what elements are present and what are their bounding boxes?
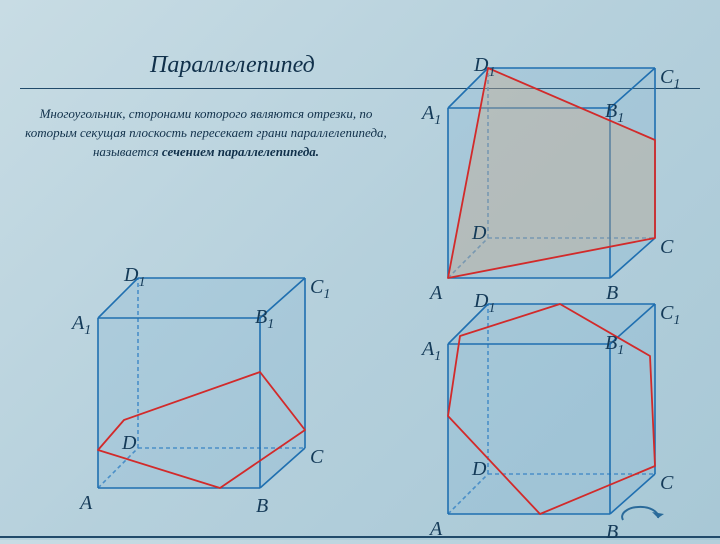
vertex-label-C: C — [660, 236, 673, 259]
rotate-arrow-icon — [618, 500, 668, 530]
vertex-label-D: D — [472, 458, 486, 481]
vertex-label-B1: B1 — [255, 306, 274, 333]
vertex-label-A1: A1 — [422, 338, 441, 365]
vertex-label-C1: C1 — [660, 66, 680, 93]
vertex-label-A1: A1 — [72, 312, 91, 339]
vertex-label-D1: D1 — [124, 264, 145, 291]
cube-diagram-3 — [430, 296, 660, 516]
cube-diagram-1 — [430, 60, 660, 280]
vertex-label-D1: D1 — [474, 290, 495, 317]
page-title: Параллелепипед — [150, 52, 315, 79]
vertex-label-B: B — [256, 495, 268, 518]
vertex-label-B: B — [606, 282, 618, 305]
vertex-label-A: A — [430, 518, 442, 541]
vertex-label-C1: C1 — [660, 302, 680, 329]
vertex-label-A: A — [430, 282, 442, 305]
vertex-label-A1: A1 — [422, 102, 441, 129]
vertex-label-C: C — [660, 472, 673, 495]
vertex-label-B: B — [606, 521, 618, 544]
vertex-label-D: D — [122, 432, 136, 455]
cube-diagram-2 — [80, 270, 310, 490]
vertex-label-C: C — [310, 446, 323, 469]
vertex-label-D: D — [472, 222, 486, 245]
description-text: Многоугольник, сторонами которого являют… — [25, 105, 387, 162]
vertex-label-D1: D1 — [474, 54, 495, 81]
vertex-label-A: A — [80, 492, 92, 515]
vertex-label-B1: B1 — [605, 100, 624, 127]
vertex-label-B1: B1 — [605, 332, 624, 359]
vertex-label-C1: C1 — [310, 276, 330, 303]
